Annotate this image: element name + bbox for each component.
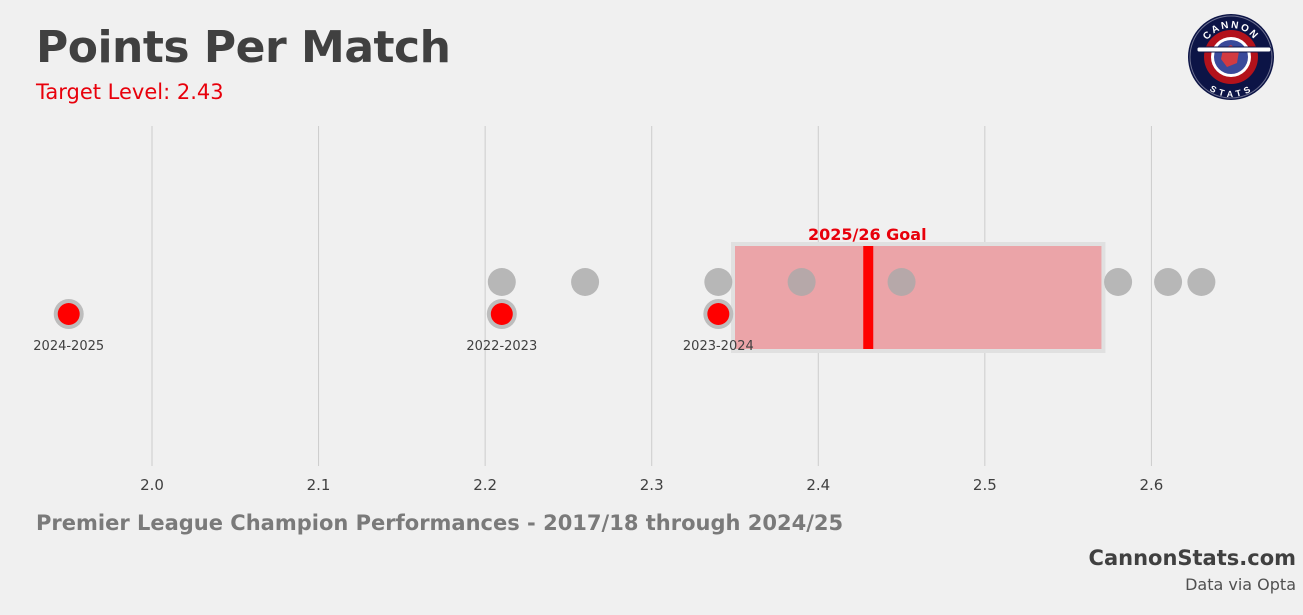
champion-point — [787, 268, 816, 296]
goal-line — [863, 246, 874, 349]
x-tick-label: 2.4 — [806, 476, 830, 494]
x-tick-label: 2.5 — [973, 476, 997, 494]
x-tick-label: 2.3 — [640, 476, 664, 494]
x-tick-label: 2.2 — [473, 476, 497, 494]
highlight-point — [57, 303, 80, 325]
source-text: Data via Opta — [1185, 575, 1296, 594]
highlight-point — [490, 303, 513, 325]
goal-label: 2025/26 Goal — [808, 225, 927, 244]
champion-point — [1154, 268, 1183, 296]
champion-point — [704, 268, 733, 296]
brand-text: CannonStats.com — [1088, 546, 1296, 570]
season-label: 2024-2025 — [33, 339, 104, 354]
season-label: 2023-2024 — [683, 339, 754, 354]
chart-subtitle: Target Level: 2.43 — [36, 80, 224, 104]
champion-point — [487, 268, 516, 296]
chart-caption: Premier League Champion Performances - 2… — [36, 511, 844, 535]
x-tick-label: 2.0 — [140, 476, 164, 494]
champion-point — [1187, 268, 1216, 296]
season-label: 2022-2023 — [466, 339, 537, 354]
chart-title: Points Per Match — [36, 22, 451, 73]
champion-point — [571, 268, 600, 296]
cannonstats-logo: CANNON STATS — [1188, 14, 1274, 100]
goal-box — [734, 246, 1102, 349]
champion-point — [887, 268, 916, 296]
x-tick-label: 2.1 — [307, 476, 331, 494]
highlight-point — [707, 303, 730, 325]
x-tick-label: 2.6 — [1139, 476, 1163, 494]
champion-point — [1104, 268, 1133, 296]
